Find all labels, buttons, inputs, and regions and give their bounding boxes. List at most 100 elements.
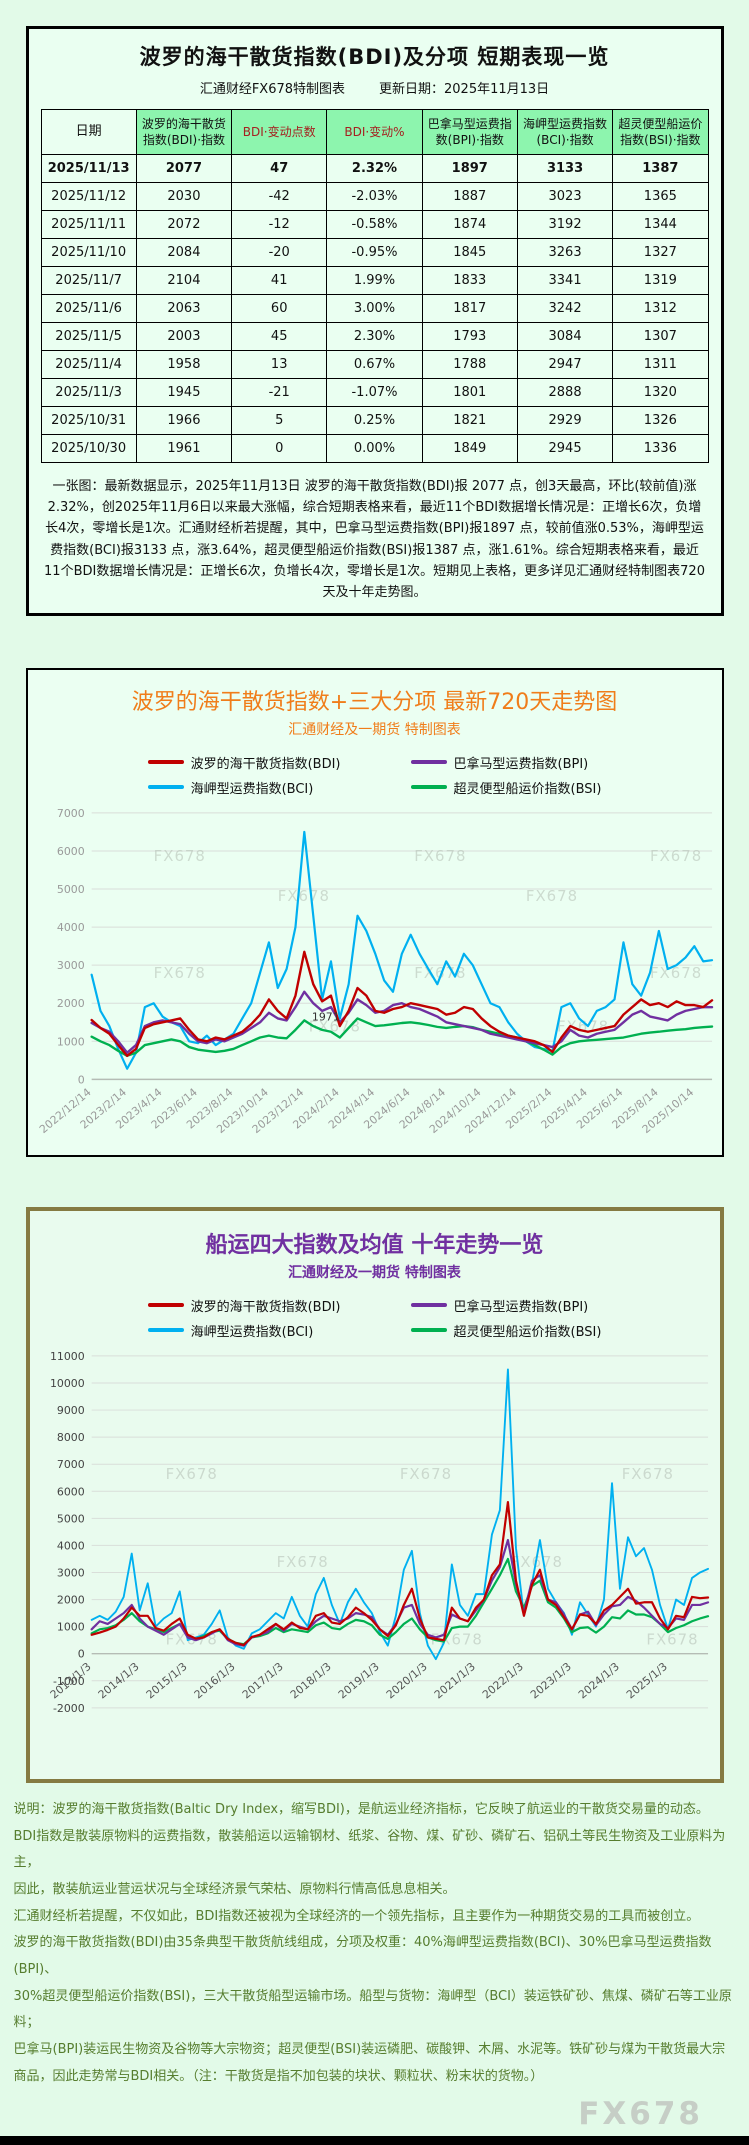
table-cell: 2063 bbox=[135, 294, 233, 324]
bdi-table: 日期 波罗的海干散货指数(BDI)·指数 BDI·变动点数 BDI·变动% 巴拿马型运费… bbox=[40, 108, 709, 464]
legend-swatch bbox=[410, 1303, 447, 1308]
fx678-watermark: FX678 bbox=[399, 1465, 451, 1483]
fx678-watermark: FX678 bbox=[621, 1465, 673, 1483]
table-cell: 1312 bbox=[612, 294, 709, 324]
legend-label: 海岬型运费指数(BCI) bbox=[190, 1324, 314, 1340]
table-cell: 2003 bbox=[135, 322, 233, 352]
chart-720-card: 波罗的海干散货指数+三大分项 最新720天走势图 汇通财经及一期货 特制图表 波… bbox=[25, 667, 724, 1157]
column-header: BDI·变动% bbox=[326, 108, 423, 156]
table-cell: 3.00% bbox=[326, 294, 423, 324]
fx678-watermark: FX678 bbox=[165, 1465, 217, 1483]
note-line: BDI指数是散装原物料的运费指数，散装船运以运输钢材、纸浆、谷物、煤、矿砂、磷矿… bbox=[13, 1828, 726, 1871]
table-cell: 5 bbox=[231, 406, 328, 436]
chart-720-subtitle: 汇通财经及一期货 特制图表 bbox=[288, 721, 461, 738]
table-cell: 2072 bbox=[135, 210, 233, 240]
legend-swatch bbox=[410, 785, 447, 790]
legend-swatch bbox=[410, 760, 447, 765]
legend-label: 海岬型运费指数(BCI) bbox=[190, 781, 314, 797]
svg-text:7000: 7000 bbox=[56, 1458, 84, 1471]
table-cell: 2025/11/13 bbox=[40, 154, 137, 184]
table-cell: 2030 bbox=[135, 182, 233, 212]
table-cell: 2.32% bbox=[326, 154, 423, 184]
table-cell: -42 bbox=[231, 182, 328, 212]
series-line bbox=[90, 1500, 709, 1646]
table-cell: 45 bbox=[231, 322, 328, 352]
bdi-table-body: 2025/11/13 2077 47 2.32% 1897 3133 1387 2025/11… bbox=[40, 154, 709, 464]
legend-item: 波罗的海干散货指数(BDI) bbox=[147, 1296, 341, 1315]
table-cell: 1336 bbox=[612, 434, 709, 464]
table-cell: 60 bbox=[231, 294, 328, 324]
note-line: 波罗的海干散货指数(BDI)由35条典型干散货航线组成，分项及权重：40%海岬型… bbox=[13, 1935, 712, 1977]
table-cell: -0.95% bbox=[326, 238, 423, 268]
chart-10y-legend: 波罗的海干散货指数(BDI) 巴拿马型运费指数(BPI) 海岬型运费指数(BCI) 超… bbox=[147, 1296, 602, 1340]
fx678-watermark: FX678 bbox=[646, 1630, 698, 1648]
table-cell: 1958 bbox=[135, 350, 233, 380]
legend-swatch bbox=[410, 1328, 447, 1333]
table-row: 2025/11/10 2084 -20 -0.95% 1845 3263 1327 bbox=[40, 238, 709, 268]
table-cell: 1311 bbox=[612, 350, 709, 380]
table-cell: 1387 bbox=[612, 154, 709, 184]
chart-720-legend: 波罗的海干散货指数(BDI) 巴拿马型运费指数(BPI) 海岬型运费指数(BCI) 超… bbox=[147, 753, 601, 797]
legend-item: 超灵便型船运价指数(BSI) bbox=[410, 778, 601, 797]
table-cell: 2025/11/7 bbox=[40, 266, 137, 296]
table-cell: 1874 bbox=[421, 210, 518, 240]
legend-item: 海岬型运费指数(BCI) bbox=[147, 1321, 341, 1340]
chart-svg: -2000 -1000 0 1000 2000 3000 4000 5000 6000 7000 8… bbox=[47, 1350, 709, 1714]
svg-text:5000: 5000 bbox=[56, 883, 84, 896]
table-row: 2025/11/7 2104 41 1.99% 1833 3341 1319 bbox=[40, 266, 709, 296]
svg-text:2000: 2000 bbox=[56, 997, 84, 1010]
table-cell: 1945 bbox=[135, 378, 233, 408]
svg-text:7000: 7000 bbox=[56, 807, 84, 820]
legend-label: 巴拿马型运费指数(BPI) bbox=[453, 1299, 589, 1315]
table-cell: 2025/11/3 bbox=[40, 378, 137, 408]
table-cell: 3341 bbox=[516, 266, 614, 296]
report-update-date: 更新日期：2025年11月13日 bbox=[379, 82, 550, 97]
table-cell: 2025/11/10 bbox=[40, 238, 137, 268]
svg-text:9000: 9000 bbox=[56, 1404, 84, 1417]
legend-item: 波罗的海干散货指数(BDI) bbox=[147, 753, 341, 772]
fx678-watermark: FX678 bbox=[277, 887, 329, 905]
table-cell: 1793 bbox=[421, 322, 518, 352]
header-row: 日期 波罗的海干散货指数(BDI)·指数 BDI·变动点数 BDI·变动% 巴拿马型运费… bbox=[40, 108, 709, 156]
table-cell: 2104 bbox=[135, 266, 233, 296]
svg-text:6000: 6000 bbox=[56, 1485, 84, 1498]
table-row: 2025/11/6 2063 60 3.00% 1817 3242 1312 bbox=[40, 294, 709, 324]
fx678-watermark: FX678 bbox=[276, 1553, 328, 1571]
svg-text:-2000: -2000 bbox=[52, 1701, 84, 1714]
legend-item: 巴拿马型运费指数(BPI) bbox=[410, 1296, 602, 1315]
table-cell: 1833 bbox=[421, 266, 518, 296]
table-cell: 1801 bbox=[421, 378, 518, 408]
svg-text:1000: 1000 bbox=[56, 1620, 84, 1633]
legend-label: 波罗的海干散货指数(BDI) bbox=[190, 756, 341, 772]
fx678-watermark: FX678 bbox=[525, 887, 577, 905]
note-line: 30%超灵便型船运价指数(BSI)，三大干散货船型运输市场。船型与货物：海岬型（… bbox=[13, 1988, 732, 2031]
svg-text:5000: 5000 bbox=[56, 1512, 84, 1525]
series-line bbox=[89, 990, 713, 1054]
column-header: 日期 bbox=[40, 108, 137, 156]
fx678-watermark: FX678 bbox=[650, 964, 702, 982]
table-cell: 1845 bbox=[421, 238, 518, 268]
table-cell: 1327 bbox=[612, 238, 709, 268]
svg-text:-1000: -1000 bbox=[52, 1674, 84, 1687]
legend-item: 超灵便型船运价指数(BSI) bbox=[410, 1321, 601, 1340]
svg-text:1000: 1000 bbox=[56, 1035, 84, 1048]
table-cell: -0.58% bbox=[326, 210, 423, 240]
table-cell: 1821 bbox=[421, 406, 518, 436]
column-header: 超灵便型船运价指数(BSI)·指数 bbox=[612, 108, 709, 156]
table-cell: 0 bbox=[231, 434, 328, 464]
fx678-watermark: FX678 bbox=[650, 847, 702, 865]
table-cell: 13 bbox=[231, 350, 328, 380]
summary-paragraph: 一张图：最新数据显示，2025年11月13日 波罗的海干散货指数(BDI)报 2… bbox=[44, 479, 705, 600]
table-cell: 2.30% bbox=[326, 322, 423, 352]
svg-text:4000: 4000 bbox=[56, 1539, 84, 1552]
table-cell: 2945 bbox=[516, 434, 614, 464]
note-line: 说明：波罗的海干散货指数(Baltic Dry Index，缩写BDI)，是航运… bbox=[13, 1802, 709, 1818]
series-line bbox=[89, 1016, 713, 1057]
series-line bbox=[90, 830, 713, 1070]
svg-text:6000: 6000 bbox=[56, 845, 84, 858]
table-cell: 3133 bbox=[516, 154, 614, 184]
svg-text:0: 0 bbox=[77, 1073, 84, 1086]
table-cell: 1307 bbox=[612, 322, 709, 352]
table-cell: 0.67% bbox=[326, 350, 423, 380]
